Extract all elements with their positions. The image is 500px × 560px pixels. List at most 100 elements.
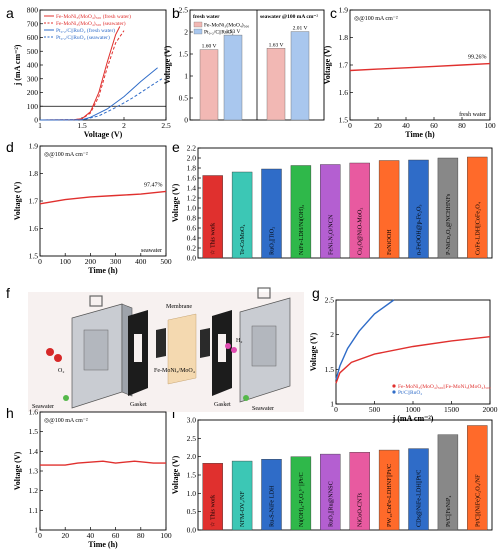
y-tick-label: 1.5 <box>29 252 39 261</box>
bar-category-label: FeNi-N₂O/NCN <box>327 214 334 255</box>
x-tick-label: 0 <box>38 531 42 540</box>
panel-a-chart: 1 1.5 2 2.5 0 100 200 300 400 500 600 700 800 Voltage… <box>13 6 171 140</box>
y-tick-label: 2.0 <box>187 154 197 163</box>
y-tick-label: 1.5 <box>325 365 335 374</box>
x-tick-label: 2000 <box>483 405 498 414</box>
y-tick-label: 700 <box>27 19 39 28</box>
x-tick-label: 20 <box>374 121 382 130</box>
series-line <box>335 336 491 384</box>
retention-label: 99.26% <box>468 55 487 61</box>
y-tick-label: 1 <box>184 72 188 81</box>
y-tick-label: 0.6 <box>187 224 197 233</box>
y-tick-label: 1.2 <box>187 194 197 203</box>
y-tick-label: 2.0 <box>187 452 197 461</box>
legend-swatch <box>392 390 396 394</box>
bar <box>223 34 243 121</box>
legend-entry: Pt₀.₂/C||RuO₂ (fresh water) <box>56 27 115 34</box>
bar-value-label: 1.60 V <box>202 44 217 50</box>
bar-value-label: 2.01 V <box>293 26 308 32</box>
bar-category-label: Pt/C||(NiFe)C₂O₄/NF <box>474 474 481 527</box>
y-axis-label: Voltage (V) <box>171 455 180 494</box>
bar <box>467 156 488 259</box>
bar <box>231 460 253 531</box>
panel-letter-b: b <box>172 5 180 21</box>
x-tick-label: 500 <box>369 405 381 414</box>
bar-category-label: n-FeOOH@p-Fe₂O₃ <box>416 204 423 255</box>
bar <box>202 463 223 531</box>
label-o2: O₂ <box>58 368 64 374</box>
y-tick-label: 0.4 <box>187 234 197 243</box>
bar-category-label: NiFe-LDH/Ni(OH)₂ <box>298 205 305 255</box>
series-line <box>39 67 158 121</box>
group-label: seawater @100 mA cm⁻² <box>260 14 318 20</box>
legend-entry: Fe-MoNi₃(MoO₄)₅₀₀ <box>204 22 249 29</box>
label-gasket-left: Gasket <box>130 402 147 408</box>
gasket-left-hole <box>134 334 142 362</box>
panel-h-chart: 0 20 40 60 80 100 1 1.1 1.2 1.3 1.4 1.5 1.6 Time (h) V… <box>13 408 172 550</box>
bar-category-label: P-NiCo₂O₄@NCHHNFs <box>445 193 452 255</box>
bar-value-label: 1.63 V <box>269 42 284 48</box>
y-tick-label: 1.0 <box>187 489 197 498</box>
y-tick-label: 400 <box>27 61 39 70</box>
y-tick-label: 2.2 <box>187 144 197 153</box>
bar-category-label: RuO₂||TiO₂ <box>269 227 276 255</box>
y-tick-label: 1 <box>34 526 38 535</box>
bar <box>320 453 341 531</box>
panel-letter-a: a <box>6 5 14 21</box>
bar <box>290 31 310 121</box>
y-tick-label: 1.6 <box>339 88 349 97</box>
x-tick-label: 2.5 <box>161 121 171 130</box>
panel-c-chart: 0 20 40 60 80 100 1.5 1.6 1.7 1.8 1.9 Time (h) Volta… <box>323 6 496 140</box>
panel-g-chart: 0 500 1000 1500 2000 1 1.5 2 2.5 j (mA cm⁻²) Volta… <box>309 296 498 424</box>
label-h2: H₂ <box>236 338 242 344</box>
x-tick-label: 60 <box>112 531 120 540</box>
label-catalyst: Fe-MoNi₃/MoO₄ <box>154 368 195 374</box>
electrode-right <box>200 328 210 358</box>
legend-swatch <box>392 384 396 388</box>
x-tick-label: 0 <box>38 257 42 266</box>
label-gasket-right: Gasket <box>214 402 231 408</box>
label-seawater-left: Seawater <box>32 404 54 410</box>
x-tick-label: 300 <box>110 257 122 266</box>
gasket-right-hole <box>218 334 226 362</box>
series-line <box>39 190 167 205</box>
x-tick-label: 80 <box>458 121 466 130</box>
legend-entry: Fe-MoNi₃(MoO₄)₅₀₀ (fresh water) <box>56 13 131 20</box>
right-cell-window <box>251 325 277 367</box>
bar-category-label: RuO₂||Ru@NNSC <box>327 481 334 527</box>
left-cell-tube <box>89 295 103 307</box>
y-tick-label: 0.0 <box>187 526 197 535</box>
y-tick-label: 0 <box>184 116 188 125</box>
bar-category-label: CoFe-LDH||CoFe₂O₄ <box>474 202 481 255</box>
x-tick-label: 0 <box>334 405 338 414</box>
bar <box>378 449 400 531</box>
right-cell-tube <box>257 287 271 299</box>
series-line <box>349 62 491 72</box>
panel-letter-g: g <box>312 285 320 301</box>
bar <box>231 171 253 259</box>
bar-category-label: Pt/C||FeNiP₄ <box>445 496 452 527</box>
y-tick-label: 1.1 <box>29 506 39 515</box>
x-axis-label: Voltage (V) <box>84 130 123 139</box>
panel-d-chart: 0 100 200 300 400 500 1.5 1.6 1.7 1.8 1.9 Time (h) V… <box>13 142 172 276</box>
bar-category-label: PW₁₀CoFe-LDHNF||Pt/C <box>386 464 393 527</box>
bar <box>349 162 370 259</box>
y-tick-label: 1.5 <box>339 116 349 125</box>
x-axis-label: Time (h) <box>405 130 435 139</box>
y-tick-label: 2.5 <box>179 6 189 15</box>
y-tick-label: 1.8 <box>339 33 349 42</box>
y-tick-label: 3.0 <box>187 416 197 425</box>
y-tick-label: 1.4 <box>29 447 39 456</box>
y-axis-label: Voltage (V) <box>323 45 332 84</box>
bar <box>202 175 223 259</box>
panel-letters: a b c d e f g h i <box>6 5 337 421</box>
bar <box>437 157 459 259</box>
y-tick-label: 1.8 <box>29 169 39 178</box>
y-tick-label: 500 <box>27 47 39 56</box>
panel-i-chart: 0.0 0.5 1.0 1.5 2.0 2.5 3.0 Voltage (V) ☆ This w… <box>171 416 493 535</box>
legend-entry: Pt₀.₂/C||RuO₂ (seawater) <box>56 34 110 41</box>
group-label: fresh water <box>193 14 220 20</box>
y-axis-label: Voltage (V) <box>13 181 22 220</box>
x-axis-label: Time (h) <box>88 266 118 275</box>
x-tick-label: 40 <box>87 531 95 540</box>
